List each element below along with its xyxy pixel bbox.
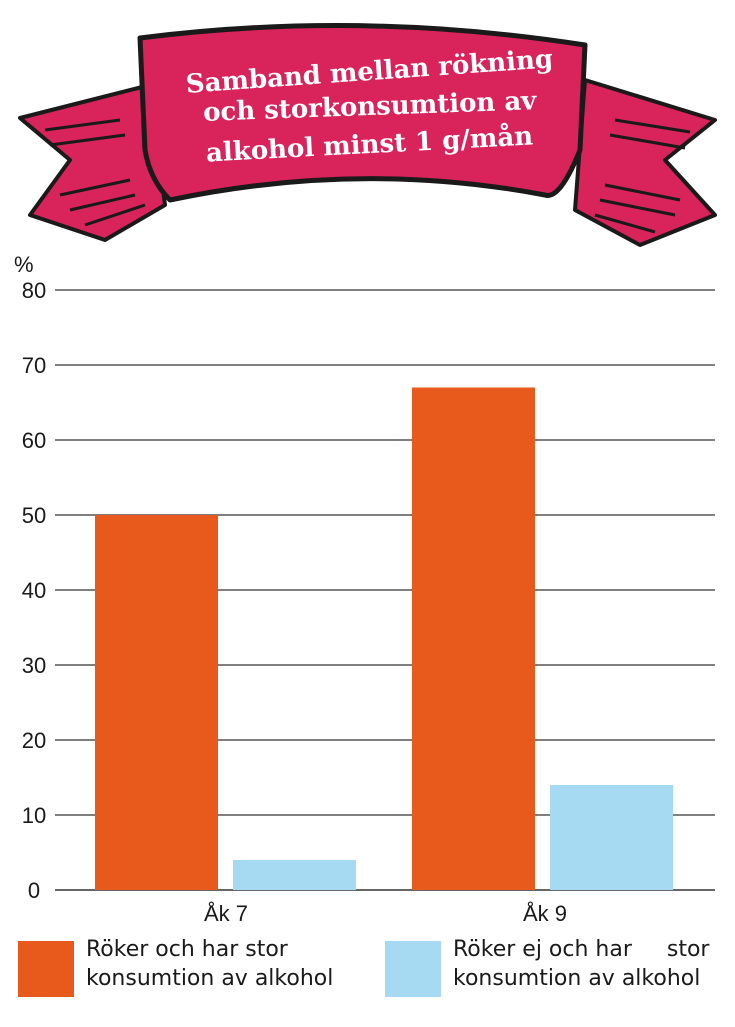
y-tick-label: 0	[28, 878, 40, 903]
legend-swatch-series-1	[18, 941, 74, 997]
x-category-label: Åk 7	[204, 901, 248, 926]
legend-label-line: Röker och har stor	[86, 937, 288, 962]
legend-item-series-1: Röker och har stor konsumtion av alkohol	[18, 935, 333, 1015]
y-tick-label: 70	[22, 353, 46, 378]
bar-series-2-1	[233, 860, 356, 890]
bar-chart: 0 10 20 30 40 50 60 70 80 Åk 7 Åk 9 %	[14, 252, 715, 926]
y-tick-label: 60	[22, 428, 46, 453]
banner-left-shading	[44, 118, 146, 227]
y-tick-label: 80	[22, 278, 46, 303]
y-tick-label: 40	[22, 578, 46, 603]
y-tick-label: 30	[22, 653, 46, 678]
bar-series-1-1	[95, 515, 218, 890]
bar-series-1-2	[412, 387, 535, 890]
bars	[95, 387, 673, 890]
y-axis-ticks: 0 10 20 30 40 50 60 70 80	[22, 278, 46, 903]
y-tick-label: 50	[22, 503, 46, 528]
y-axis-label: %	[14, 252, 34, 277]
banner-right-shading	[594, 118, 691, 234]
banner-main	[137, 23, 588, 203]
y-tick-label: 10	[22, 803, 46, 828]
legend-label-series-2: Röker ej och har stor konsumtion av alko…	[453, 935, 709, 993]
legend-label-line: Röker ej och har stor	[453, 937, 710, 962]
x-category-label: Åk 9	[523, 901, 567, 926]
legend-item-series-2: Röker ej och har stor konsumtion av alko…	[385, 935, 709, 1015]
x-axis-categories: Åk 7 Åk 9	[204, 901, 567, 926]
y-tick-label: 20	[22, 728, 46, 753]
bar-series-2-2	[550, 785, 673, 890]
legend-label-line: konsumtion av alkohol	[453, 966, 701, 991]
legend-label-line: konsumtion av alkohol	[86, 966, 334, 991]
legend-swatch-series-2	[385, 941, 441, 997]
banner-left-tail	[18, 83, 167, 242]
legend-label-series-1: Röker och har stor konsumtion av alkohol	[86, 935, 333, 993]
banner-right-tail	[573, 78, 717, 247]
title-banner: Samband mellan rökning och storkonsumtio…	[18, 23, 717, 247]
